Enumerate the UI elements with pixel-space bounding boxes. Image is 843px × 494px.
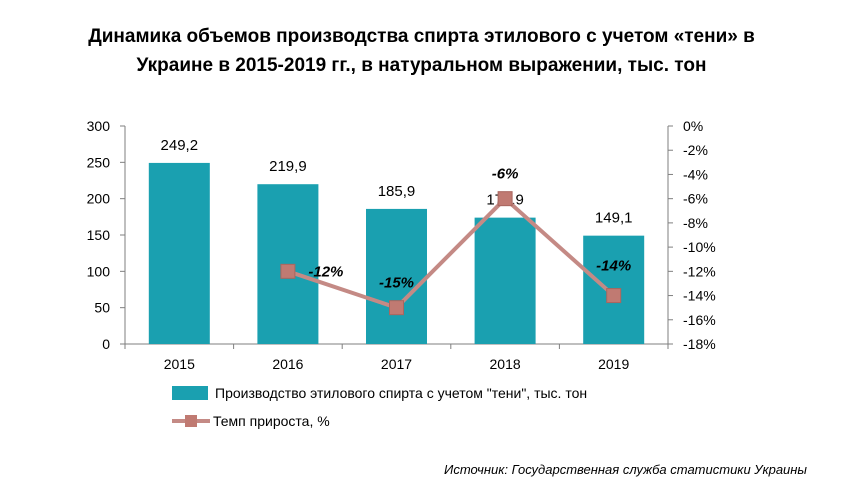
- growth-rate-marker: [389, 300, 404, 316]
- left-axis-tick-label: 150: [87, 227, 111, 243]
- bar-data-label: 219,9: [269, 158, 307, 175]
- left-axis-tick-label: 50: [94, 300, 110, 316]
- legend-line-marker: [185, 415, 197, 427]
- left-axis-tick-label: 250: [87, 154, 111, 170]
- growth-rate-marker: [497, 191, 513, 207]
- bar-data-label: 185,9: [378, 183, 416, 200]
- right-axis-tick-label: -6%: [683, 191, 708, 207]
- left-axis-tick-label: 100: [87, 263, 111, 279]
- right-axis-tick-label: -16%: [683, 312, 716, 328]
- bar-data-label: 149,1: [595, 210, 633, 227]
- bar: [474, 217, 536, 344]
- growth-rate-data-label: -6%: [492, 166, 519, 183]
- right-axis-tick-label: -4%: [683, 166, 708, 182]
- growth-rate-data-label: -12%: [308, 263, 343, 280]
- left-axis-tick-label: 0: [102, 336, 110, 352]
- right-axis-tick-label: -8%: [683, 215, 708, 231]
- x-axis-tick-label: 2015: [164, 356, 195, 372]
- chart-title-line-1: Динамика объемов производства спирта эти…: [88, 26, 755, 47]
- left-axis-tick-label: 300: [87, 118, 111, 134]
- growth-rate-marker: [606, 288, 622, 304]
- right-axis-tick-label: -10%: [683, 239, 716, 255]
- growth-rate-data-label: -14%: [596, 258, 631, 275]
- legend-bar-swatch: [172, 386, 208, 400]
- x-axis-tick-label: 2019: [598, 356, 629, 372]
- bar-data-label: 249,2: [161, 137, 199, 154]
- growth-rate-line: [287, 195, 616, 310]
- chart-title-line-2: Украине в 2015-2019 гг., в натуральном в…: [136, 55, 707, 76]
- right-axis-tick-label: -14%: [683, 288, 716, 304]
- right-axis-tick-label: -12%: [683, 263, 716, 279]
- bar: [366, 208, 427, 344]
- chart-title: Динамика объемов производства спирта эти…: [0, 22, 843, 80]
- growth-rate-data-label: -15%: [379, 275, 414, 292]
- right-axis-tick-label: 0%: [683, 118, 703, 134]
- source-note: Источник: Государственная служба статист…: [444, 462, 807, 477]
- x-axis-tick-label: 2017: [381, 356, 412, 372]
- legend-line-label: Темп прироста, %: [213, 413, 330, 429]
- growth-rate-marker: [280, 263, 296, 279]
- legend-bar-label: Производство этилового спирта с учетом "…: [215, 385, 587, 401]
- bar: [148, 162, 210, 344]
- left-axis-tick-label: 200: [87, 191, 111, 207]
- right-axis-tick-label: -18%: [683, 336, 716, 352]
- right-axis-tick-label: -2%: [683, 142, 708, 158]
- x-axis-tick-label: 2016: [272, 356, 303, 372]
- x-axis-tick-label: 2018: [490, 356, 521, 372]
